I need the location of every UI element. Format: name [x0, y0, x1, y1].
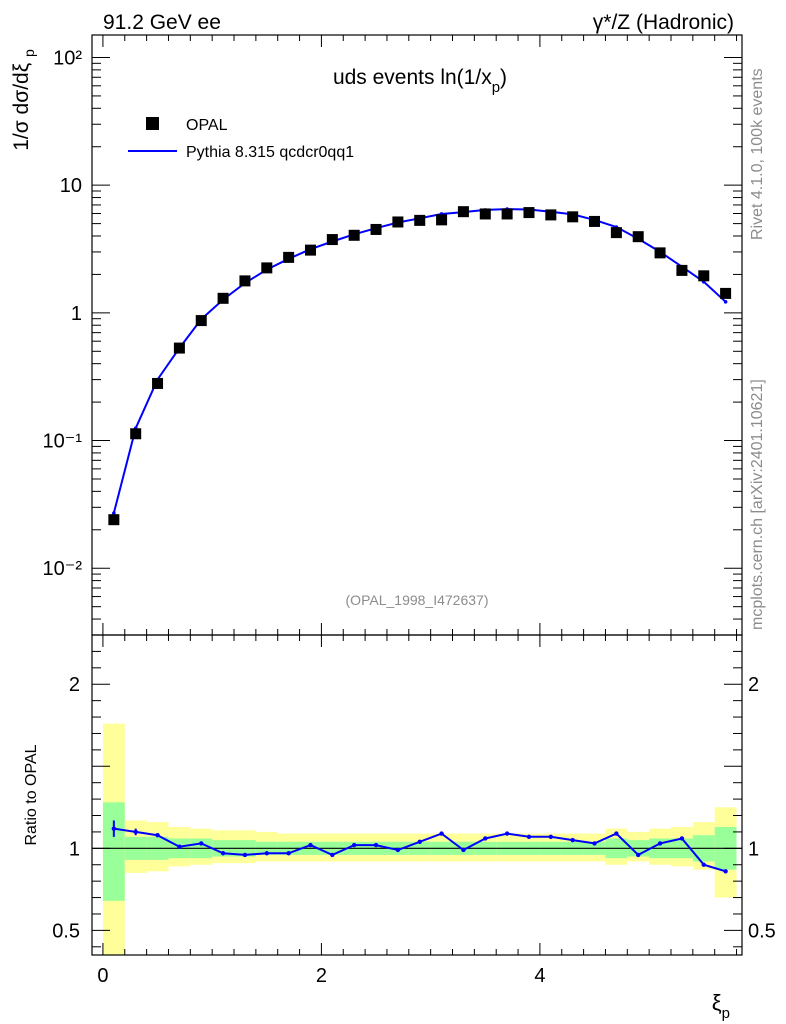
ratio-y-tick-label-right: 1 [748, 838, 759, 860]
data-point [632, 231, 644, 243]
ratio-mc-point [133, 829, 138, 835]
ratio-y-tick-label: 0.5 [52, 920, 80, 942]
data-point [261, 262, 273, 274]
ratio-mc-point [417, 839, 422, 844]
data-point [108, 514, 120, 526]
data-point [239, 275, 251, 287]
mc-point [112, 511, 116, 515]
y-tick-label: 10 [60, 175, 82, 197]
x-tick-label: 0 [97, 965, 108, 987]
ratio-mc-point [504, 831, 510, 836]
y-axis-label: 1/σ dσ/dξ p [10, 49, 37, 151]
main-panel [108, 206, 732, 526]
chart-title: uds events ln(1/xp) [333, 66, 507, 96]
ratio-band-stat [102, 802, 125, 901]
data-point [217, 292, 229, 304]
ratio-mc-point [155, 833, 160, 838]
data-point [479, 208, 491, 220]
data-point [130, 428, 142, 440]
mc-point [723, 300, 728, 304]
ratio-mc-point [330, 852, 335, 858]
ratio-mc-point [242, 852, 248, 858]
ratio-mc-point [657, 841, 663, 846]
data-point [698, 270, 710, 282]
data-point [283, 251, 295, 263]
data-point [392, 216, 404, 228]
ratio-mc-point [701, 862, 706, 867]
ratio-mc-point [570, 837, 575, 843]
data-point [152, 377, 164, 389]
ratio-y-tick-label-right: 2 [748, 674, 759, 696]
mc-line [112, 208, 727, 514]
ratio-y-tick-label: 1 [69, 838, 80, 860]
ratio-mc-point [483, 836, 488, 841]
x-tick-label: 2 [316, 965, 327, 987]
ratio-mc-point [264, 851, 269, 856]
data-point [304, 244, 316, 256]
header-left-title: 91.2 GeV ee [103, 11, 221, 34]
data-point [370, 223, 382, 235]
ratio-y-tick-label: 2 [69, 674, 80, 696]
data-point [676, 264, 688, 276]
data-point [501, 208, 513, 220]
ratio-mc-point [636, 852, 641, 858]
ratio-mc-point [439, 831, 444, 836]
ratio-mc-point [548, 834, 554, 840]
ratio-mc-point [177, 844, 182, 849]
mcplots-label: mcplots.cern.ch [arXiv:2401.10621] [749, 379, 766, 630]
ratio-mc-point [526, 834, 532, 840]
data-point [545, 209, 557, 221]
data-point [567, 211, 579, 223]
axes: 0 2 4 10⁻² 10⁻¹ 1 10 10² 0.5 0.5 1 1 2 2 [43, 35, 776, 987]
data-point [436, 214, 448, 226]
rivet-version-label: Rivet 4.1.0, 100k events [749, 68, 766, 240]
analysis-label: (OPAL_1998_I472637) [346, 592, 489, 608]
x-axis-label: ξp [712, 990, 730, 1022]
ratio-mc-point [395, 847, 401, 853]
legend: OPAL Pythia 8.315 qcdcr0qq1 [128, 117, 354, 161]
legend-marker-data [146, 117, 159, 130]
ratio-mc-point [286, 851, 291, 856]
data-point [195, 315, 207, 327]
x-tick-label: 4 [534, 965, 545, 987]
data-point [173, 342, 185, 354]
ratio-mc-point [723, 869, 728, 874]
ratio-mc-point [220, 851, 226, 856]
ratio-mc-point [461, 847, 466, 853]
ratio-mc-point [592, 841, 597, 846]
ratio-mc-point [199, 841, 204, 846]
y-tick-label: 10⁻¹ [43, 431, 83, 453]
ratio-mc-point [351, 842, 357, 848]
data-point [414, 214, 426, 226]
legend-label-mc: Pythia 8.315 qcdcr0qq1 [186, 144, 354, 161]
data-point [589, 215, 601, 227]
data-point [610, 227, 622, 239]
data-point [523, 207, 535, 219]
data-point [654, 247, 666, 259]
data-point [348, 229, 360, 241]
ratio-y-axis-label: Ratio to OPAL [23, 744, 40, 845]
data-point [720, 287, 732, 299]
ratio-mc-point [373, 842, 379, 848]
ratio-mc-point [614, 831, 619, 836]
ratio-panel [92, 723, 742, 955]
y-tick-label: 10⁻² [43, 558, 83, 580]
ratio-mc-point [308, 842, 313, 848]
y-tick-label: 1 [71, 303, 82, 325]
data-point [326, 234, 338, 246]
ratio-mc-point [679, 836, 685, 841]
ratio-mc-point [111, 826, 117, 831]
y-tick-label: 10² [53, 47, 82, 69]
ratio-frame [91, 634, 743, 956]
header-right-title: γ*/Z (Hadronic) [593, 11, 734, 34]
data-point [457, 206, 469, 218]
legend-label-data: OPAL [186, 117, 228, 134]
ratio-y-tick-label-right: 0.5 [748, 920, 776, 942]
